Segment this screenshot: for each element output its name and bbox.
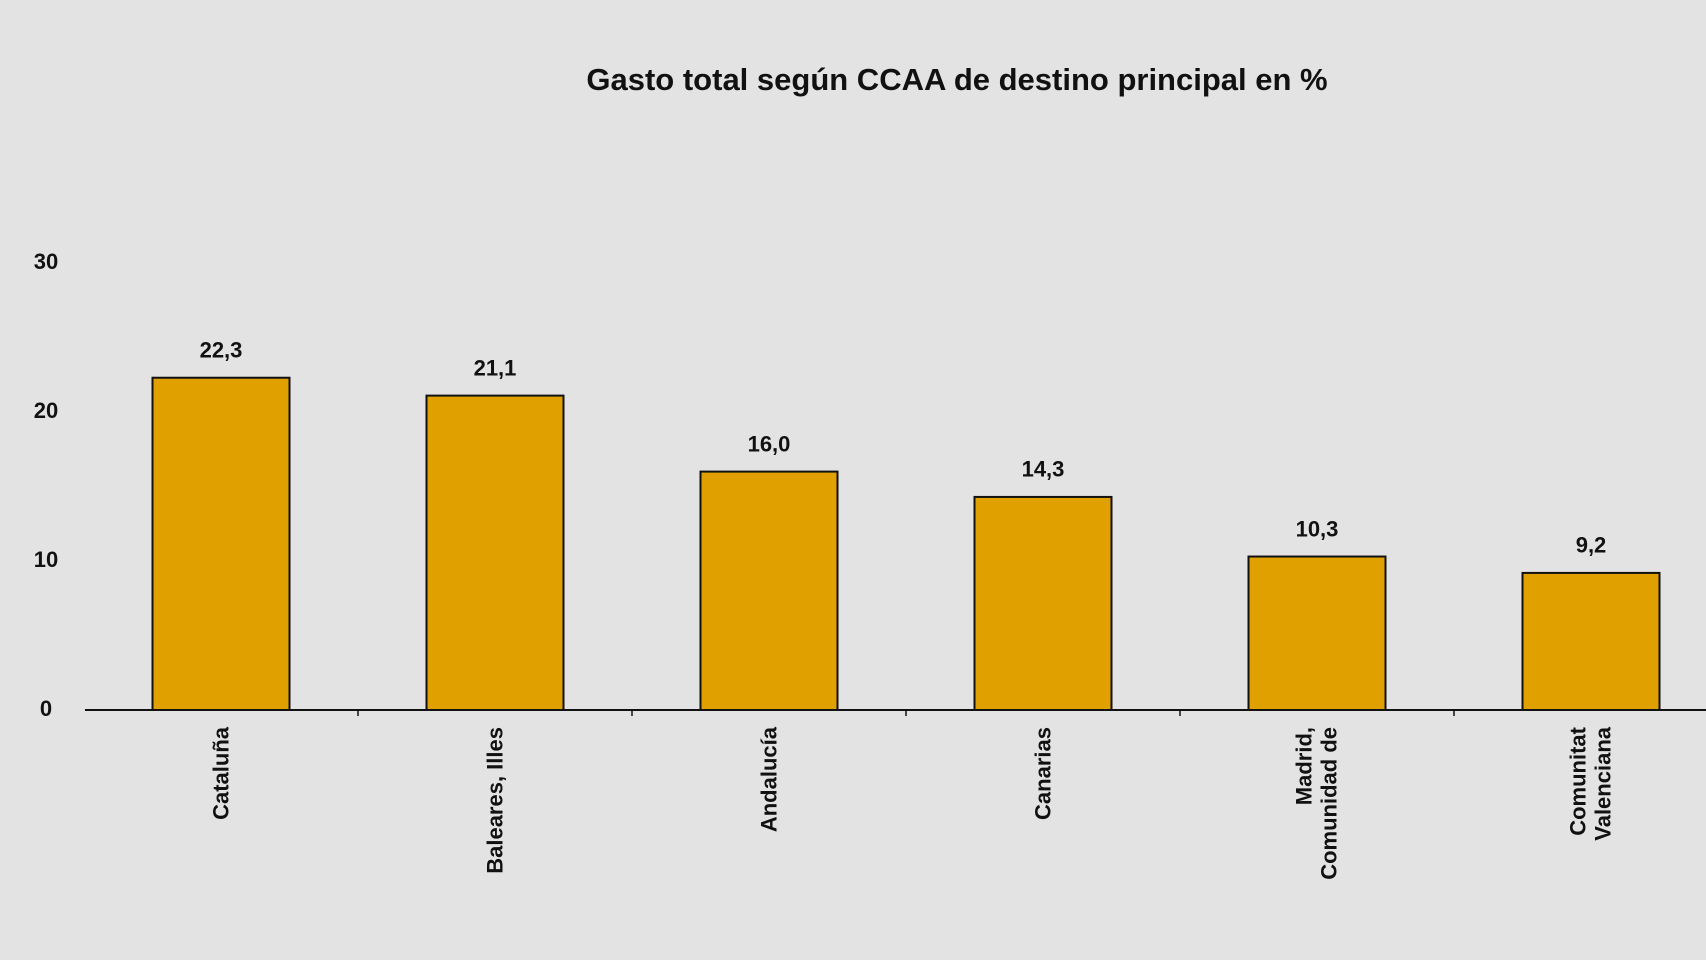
bar <box>1521 571 1661 711</box>
bar <box>425 394 565 711</box>
value-label: 16,0 <box>748 431 791 456</box>
x-tick-label: Comunitat Valenciana <box>1565 727 1616 841</box>
x-tick-label: Andalucía <box>756 727 782 833</box>
y-tick-label: 20 <box>34 398 58 423</box>
x-tick-label: Madrid, Comunidad de <box>1291 727 1342 880</box>
value-label: 9,2 <box>1576 533 1607 558</box>
chart-title: Gasto total según CCAA de destino princi… <box>586 62 1327 97</box>
value-label: 14,3 <box>1022 457 1065 482</box>
bar <box>151 376 291 711</box>
bar <box>973 495 1113 711</box>
value-label: 21,1 <box>474 355 517 380</box>
y-tick-label: 10 <box>34 547 58 572</box>
x-tick-label: Canarias <box>1030 727 1056 820</box>
value-label: 22,3 <box>200 338 243 363</box>
y-tick-label: 0 <box>40 696 52 721</box>
y-tick-label: 30 <box>34 249 58 274</box>
bar <box>699 470 839 711</box>
bar <box>1247 555 1387 712</box>
x-tick-label: Baleares, Illes <box>482 727 508 874</box>
x-tick-label: Cataluña <box>208 727 234 820</box>
value-label: 10,3 <box>1296 516 1339 541</box>
